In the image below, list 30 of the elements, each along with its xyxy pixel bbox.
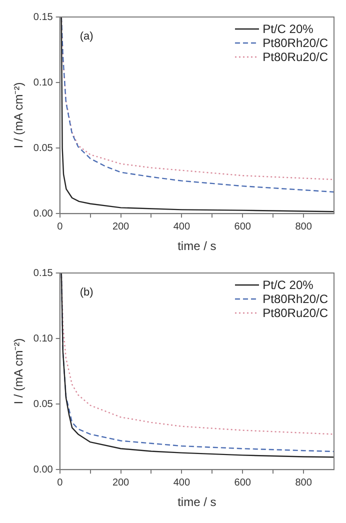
x-tick-label: 400 <box>173 221 190 232</box>
y-tick-label: 0.15 <box>33 12 54 23</box>
y-tick-label: 0.00 <box>33 464 54 476</box>
legend-label: Pt80Ru20/C <box>262 306 328 320</box>
legend-label: Pt/C 20% <box>262 278 314 292</box>
x-tick-label: 0 <box>57 477 64 488</box>
y-tick-label: 0.00 <box>33 208 54 220</box>
annotation: (b) <box>80 286 94 299</box>
y-tick-label: 0.10 <box>33 77 54 88</box>
x-axis-title: time / s <box>178 239 216 254</box>
legend-label: Pt80Rh20/C <box>262 36 328 50</box>
x-tick-label: 600 <box>234 477 252 488</box>
x-tick-label: 400 <box>173 477 190 488</box>
legend-label: Pt80Rh20/C <box>262 292 328 306</box>
x-tick-label: 200 <box>112 477 130 488</box>
y-tick-label: 0.05 <box>33 142 54 154</box>
x-tick-label: 800 <box>295 477 312 488</box>
legend-label: Pt/C 20% <box>262 22 314 36</box>
y-axis-title: I / (mA cm⁻²) <box>12 82 26 148</box>
y-axis-title: I / (mA cm⁻²) <box>12 338 26 404</box>
y-tick-label: 0.10 <box>33 333 54 344</box>
x-tick-label: 0 <box>57 221 64 232</box>
annotation: (a) <box>80 30 94 43</box>
x-tick-label: 600 <box>234 221 252 232</box>
y-tick-label: 0.05 <box>33 398 54 410</box>
x-axis-title: time / s <box>178 495 216 510</box>
legend-label: Pt80Ru20/C <box>262 50 328 64</box>
x-tick-label: 800 <box>295 221 312 232</box>
y-tick-label: 0.15 <box>33 268 54 279</box>
x-tick-label: 200 <box>112 221 130 232</box>
